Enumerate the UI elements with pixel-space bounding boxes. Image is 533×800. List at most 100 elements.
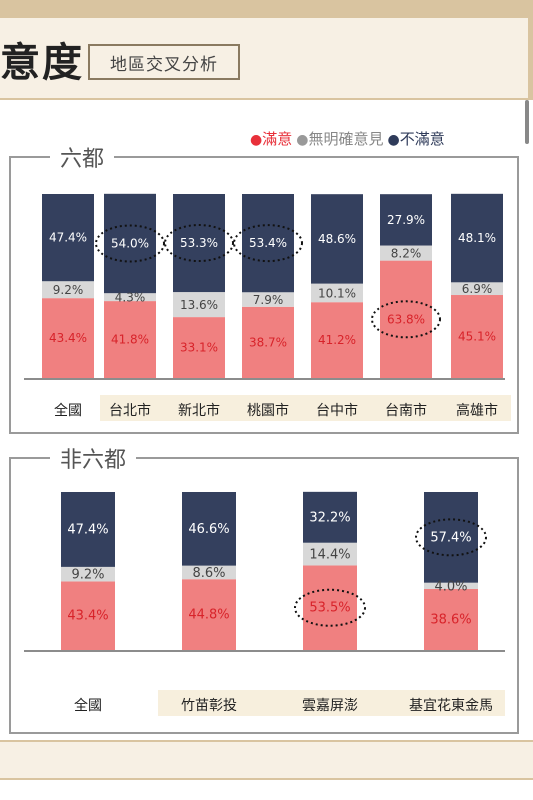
data-label-dissatisfied: 57.4% <box>430 530 471 545</box>
bar-satisfied <box>173 317 225 378</box>
category-label: 雲嘉屏澎 <box>302 698 358 714</box>
legend-dissatisfied: ●不滿意 <box>387 130 445 148</box>
highlight-ellipse <box>294 588 366 627</box>
data-label-satisfied: 38.6% <box>430 613 471 628</box>
legend-satisfied: ●滿意 <box>250 130 293 148</box>
bar-dissatisfied <box>182 492 236 566</box>
data-label-satisfied: 43.4% <box>67 609 108 624</box>
scrollbar-thumb[interactable] <box>525 100 529 144</box>
category-band <box>158 690 505 716</box>
panel-frame <box>9 457 519 734</box>
bar-dissatisfied <box>173 194 225 293</box>
bar-satisfied <box>242 306 294 378</box>
data-label-dissatisfied: 53.3% <box>180 236 218 250</box>
bar-satisfied <box>42 298 94 378</box>
panel-title: 非六都 <box>60 448 126 473</box>
data-label-dissatisfied: 48.6% <box>318 232 356 246</box>
panel-frame <box>9 156 519 434</box>
highlight-ellipse <box>415 518 487 557</box>
data-label-neutral: 14.4% <box>309 548 350 563</box>
data-label-neutral: 8.2% <box>391 247 422 261</box>
panel-title-bg <box>50 141 114 171</box>
data-label-satisfied: 63.8% <box>387 312 425 326</box>
footer-panel <box>0 742 533 778</box>
data-label-dissatisfied: 54.0% <box>111 236 149 250</box>
bar-dissatisfied <box>61 492 115 567</box>
category-band <box>100 395 511 421</box>
bar-dissatisfied <box>424 492 478 583</box>
data-label-dissatisfied: 47.4% <box>67 522 108 537</box>
highlight-ellipse <box>233 224 303 263</box>
bar-satisfied <box>380 260 432 378</box>
bar-dissatisfied <box>311 194 363 284</box>
bar-neutral <box>104 293 156 302</box>
category-label: 台中市 <box>316 402 358 419</box>
data-label-neutral: 6.9% <box>462 282 493 296</box>
data-label-dissatisfied: 53.4% <box>249 236 287 250</box>
data-label-neutral: 7.9% <box>253 293 284 307</box>
data-label-neutral: 10.1% <box>318 286 356 300</box>
page-title: 意度 <box>0 40 84 86</box>
bar-neutral <box>424 582 478 590</box>
data-label-dissatisfied: 46.6% <box>188 522 229 537</box>
data-label-satisfied: 41.8% <box>111 333 149 347</box>
chart-legend: ●滿意 ●無明確意見 ●不滿意 <box>250 128 445 149</box>
category-label: 竹苗彰投 <box>181 697 237 714</box>
bar-satisfied <box>311 302 363 378</box>
data-label-neutral: 9.2% <box>53 283 84 297</box>
data-label-neutral: 9.2% <box>71 568 104 583</box>
bar-neutral <box>242 292 294 307</box>
data-label-neutral: 4.3% <box>115 291 146 305</box>
category-label: 基宜花東金馬 <box>409 697 493 714</box>
bar-dissatisfied <box>104 193 156 294</box>
bar-neutral <box>182 565 236 580</box>
category-label: 台北市 <box>109 402 151 419</box>
panel-title: 六都 <box>60 147 104 172</box>
bar-dissatisfied <box>380 194 432 246</box>
bar-neutral <box>311 283 363 303</box>
bar-neutral <box>42 281 94 299</box>
data-label-neutral: 13.6% <box>180 298 218 312</box>
bar-neutral <box>61 566 115 582</box>
bar-dissatisfied <box>451 193 503 283</box>
bar-neutral <box>303 542 357 566</box>
data-label-satisfied: 33.1% <box>180 341 218 355</box>
legend-neutral: ●無明確意見 <box>296 130 384 148</box>
highlight-ellipse <box>164 224 234 263</box>
data-label-neutral: 8.6% <box>192 566 225 581</box>
data-label-satisfied: 41.2% <box>318 333 356 347</box>
bar-dissatisfied <box>42 194 94 282</box>
panel-title-bg <box>50 442 136 472</box>
bar-neutral <box>451 282 503 296</box>
bar-satisfied <box>104 301 156 378</box>
highlight-ellipse <box>95 224 165 263</box>
category-label: 桃園市 <box>247 402 289 419</box>
data-label-neutral: 4.0% <box>434 579 467 594</box>
category-label: 高雄市 <box>456 402 498 419</box>
bar-dissatisfied <box>242 194 294 293</box>
highlight-ellipse <box>371 300 441 339</box>
data-label-satisfied: 38.7% <box>249 335 287 349</box>
bar-satisfied <box>182 579 236 650</box>
category-label: 新北市 <box>178 402 220 419</box>
bar-satisfied <box>303 565 357 650</box>
bar-neutral <box>380 245 432 261</box>
category-label: 台南市 <box>385 402 427 419</box>
category-label: 全國 <box>74 697 102 714</box>
bar-satisfied <box>61 581 115 650</box>
bar-neutral <box>173 292 225 318</box>
bar-satisfied <box>451 295 503 378</box>
data-label-satisfied: 43.4% <box>49 331 87 345</box>
data-label-dissatisfied: 27.9% <box>387 213 425 227</box>
bar-dissatisfied <box>303 491 357 543</box>
data-label-satisfied: 45.1% <box>458 330 496 344</box>
data-label-dissatisfied: 47.4% <box>49 231 87 245</box>
data-label-satisfied: 44.8% <box>188 608 229 623</box>
page-subtitle: 地區交叉分析 <box>88 44 240 80</box>
data-label-dissatisfied: 32.2% <box>309 510 350 525</box>
data-label-dissatisfied: 48.1% <box>458 231 496 245</box>
bar-satisfied <box>424 589 478 650</box>
category-label: 全國 <box>54 402 82 419</box>
data-label-satisfied: 53.5% <box>309 601 350 616</box>
